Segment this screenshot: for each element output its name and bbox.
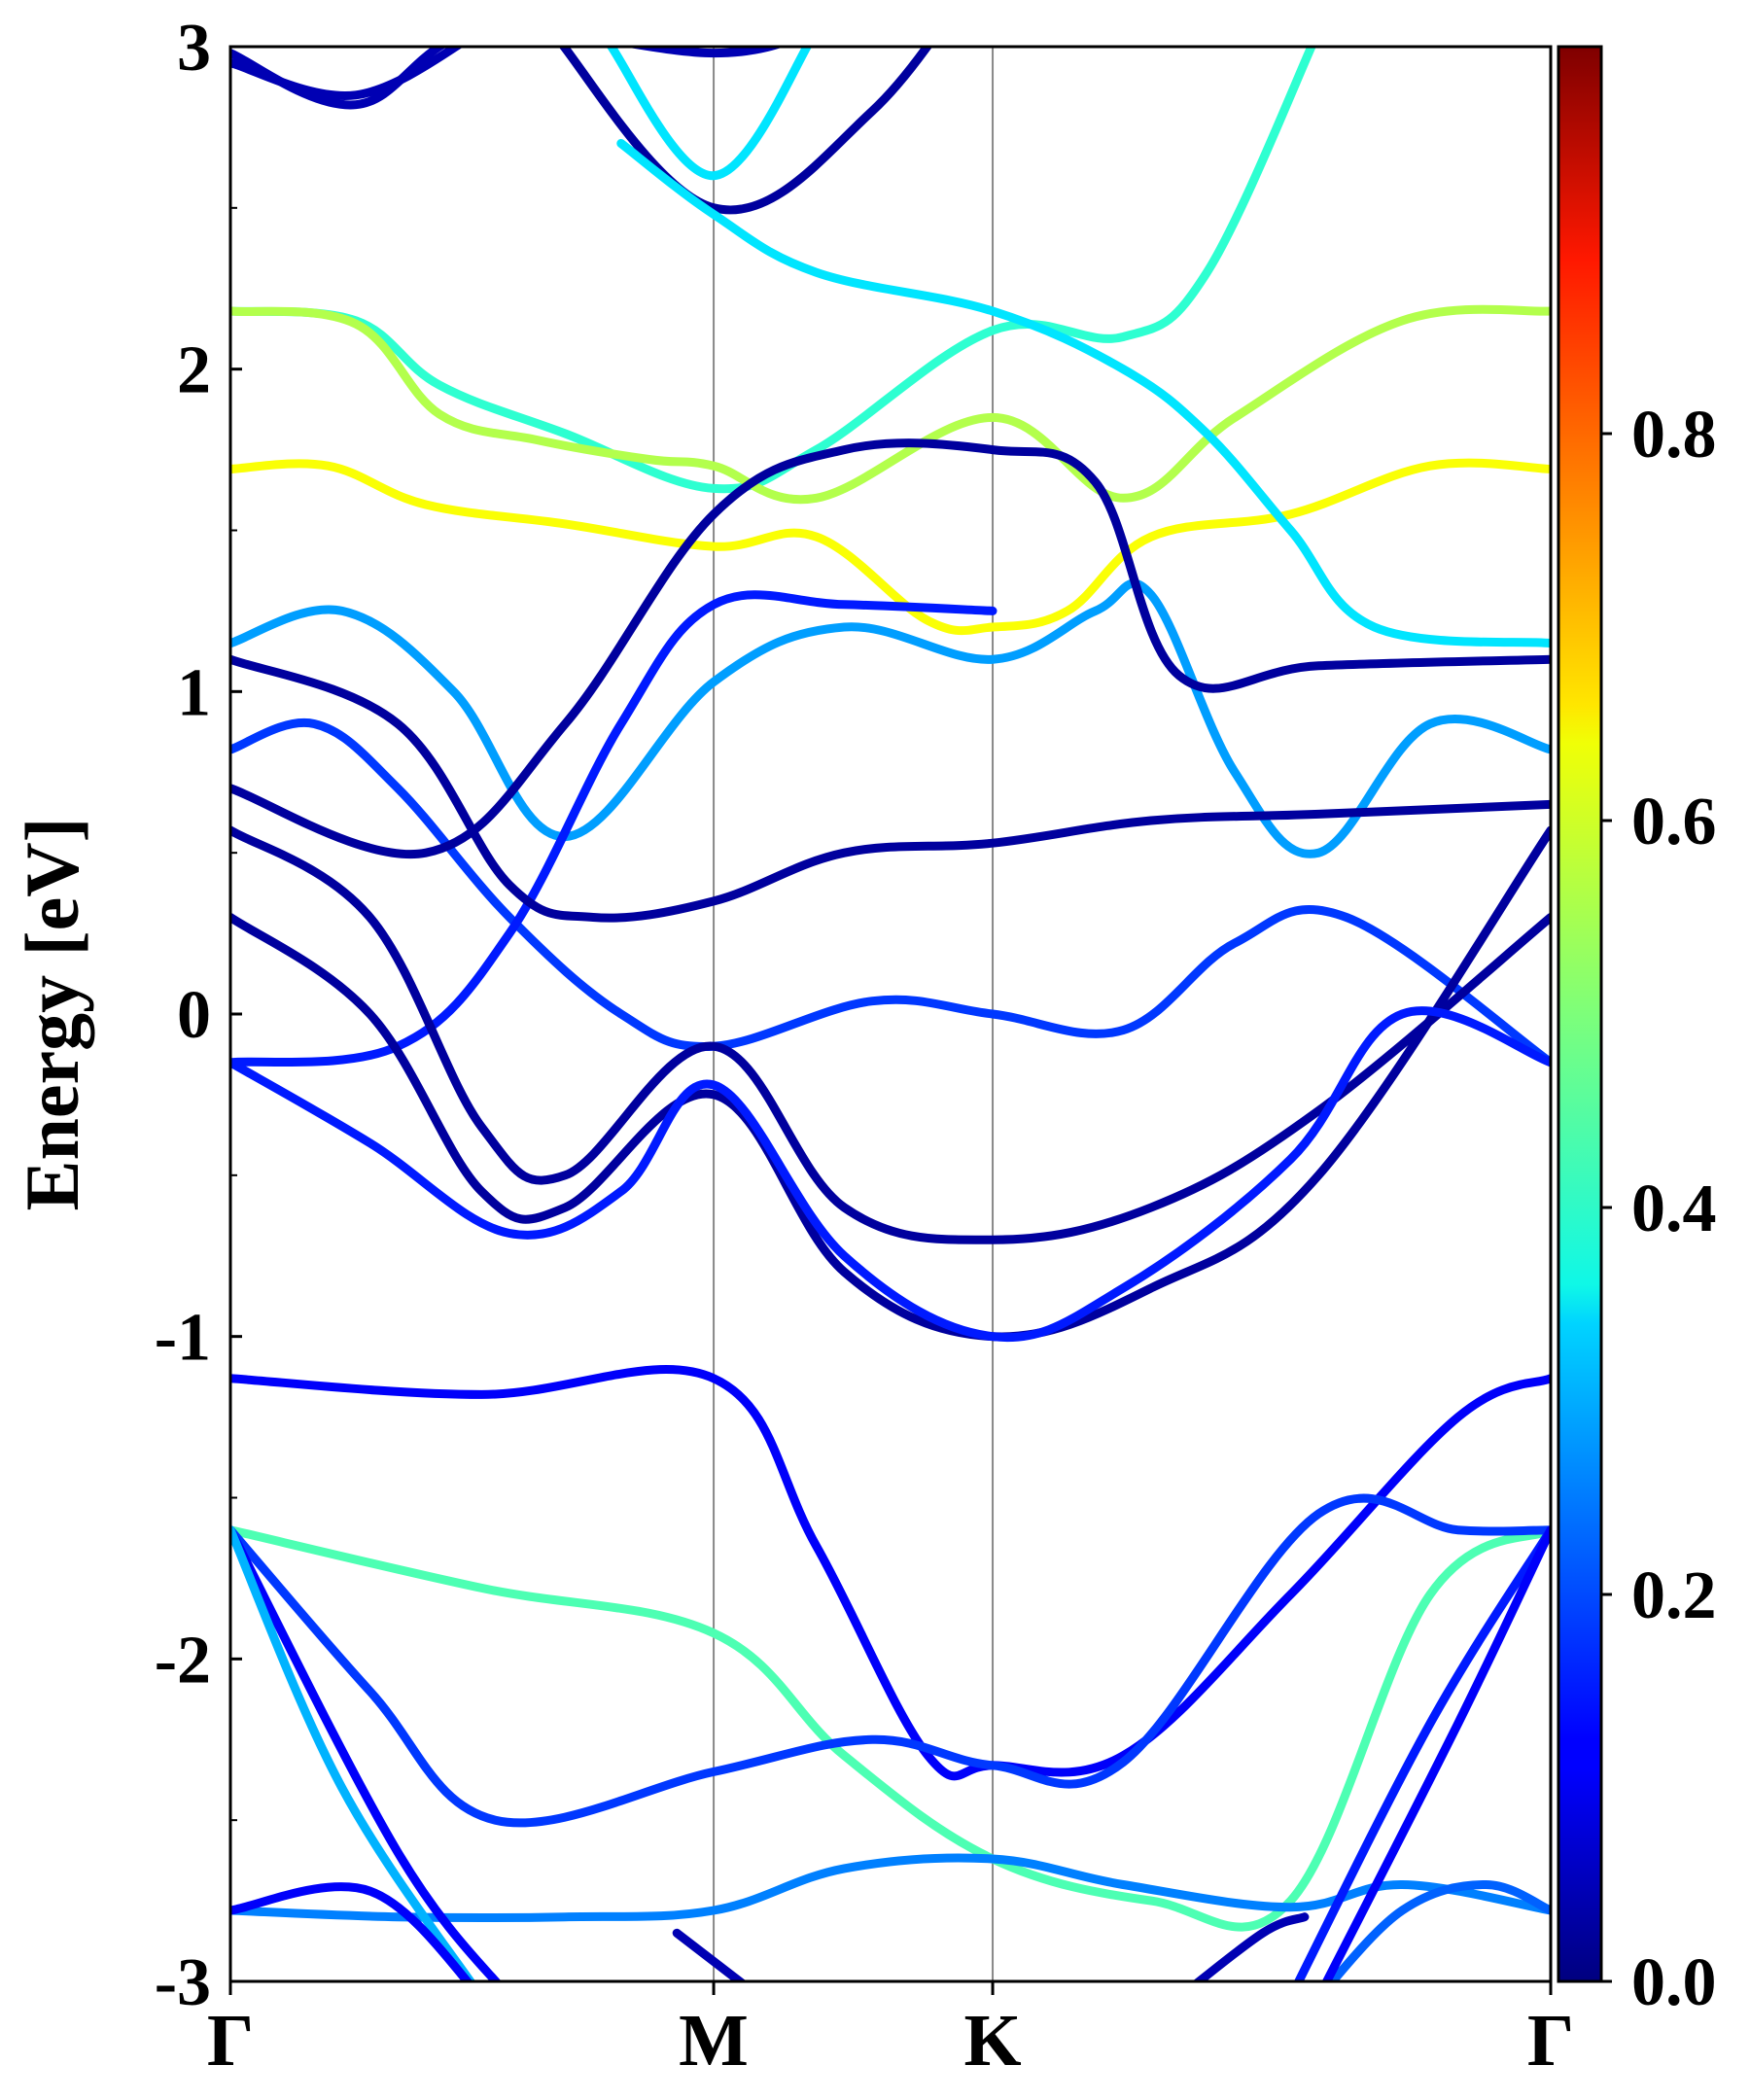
y-axis: -3 -2 -1 0 1 2 3 — [155, 11, 242, 2020]
band-line-6 — [230, 304, 1551, 505]
band-line-24 — [1326, 1880, 1551, 1981]
y-axis-title: Energy [eV] — [10, 817, 94, 1210]
band-line-9 — [230, 578, 1551, 858]
x-tick-label: Γ — [1527, 2000, 1574, 2082]
band-line-4 — [558, 47, 933, 215]
colorbar-ticks: 0.0 0.2 0.4 0.6 0.8 — [1601, 398, 1717, 2020]
band-line-10 — [230, 718, 1551, 1068]
y-tick-label: 1 — [177, 655, 211, 730]
band-line-19 — [230, 1493, 1551, 1828]
band-line-16 — [230, 1006, 1551, 1343]
band-line-1 — [230, 47, 785, 110]
band-line-26 — [1321, 1525, 1551, 1981]
colorbar-tick-label: 0.0 — [1631, 1945, 1717, 2020]
band-line-2 — [230, 47, 464, 100]
x-tick-label: Γ — [207, 2000, 254, 2082]
band-line-21 — [230, 1525, 502, 1981]
band-line-15 — [230, 825, 1551, 1342]
y-tick-label: -3 — [155, 1945, 211, 2020]
band-line-25 — [1293, 1525, 1551, 1981]
band-line-8 — [616, 139, 1551, 648]
colorbar-frame — [1557, 45, 1603, 1983]
band-line-13 — [230, 438, 1551, 859]
colorbar-tick-label: 0.6 — [1631, 785, 1717, 859]
y-tick-label: 3 — [177, 11, 211, 86]
band-line-22 — [230, 1525, 476, 1981]
x-tick-label: K — [963, 2000, 1021, 2082]
colorbar: 0.0 0.2 0.4 0.6 0.8 — [1557, 45, 1717, 2020]
bands-layer — [230, 47, 1551, 1981]
x-tick-label: M — [679, 2000, 749, 2082]
colorbar-tick-label: 0.4 — [1631, 1172, 1717, 1246]
colorbar-tick-label: 0.2 — [1631, 1558, 1717, 1633]
band-line-3 — [606, 47, 813, 181]
band-line-14 — [230, 825, 1551, 1244]
band-line-28 — [1192, 1912, 1310, 1981]
band-line-17 — [230, 1365, 1551, 1781]
y-tick-label: 2 — [177, 333, 211, 408]
colorbar-gradient — [1558, 47, 1601, 1981]
band-line-7 — [230, 458, 1551, 636]
y-tick-label: -1 — [155, 1301, 211, 1376]
band-line-12 — [230, 654, 1551, 923]
band-line-27 — [672, 1928, 748, 1981]
band-line-23 — [230, 1882, 473, 1981]
y-tick-label: 0 — [177, 978, 211, 1053]
y-tick-label: -2 — [155, 1623, 211, 1698]
colorbar-tick-label: 0.8 — [1631, 398, 1717, 472]
